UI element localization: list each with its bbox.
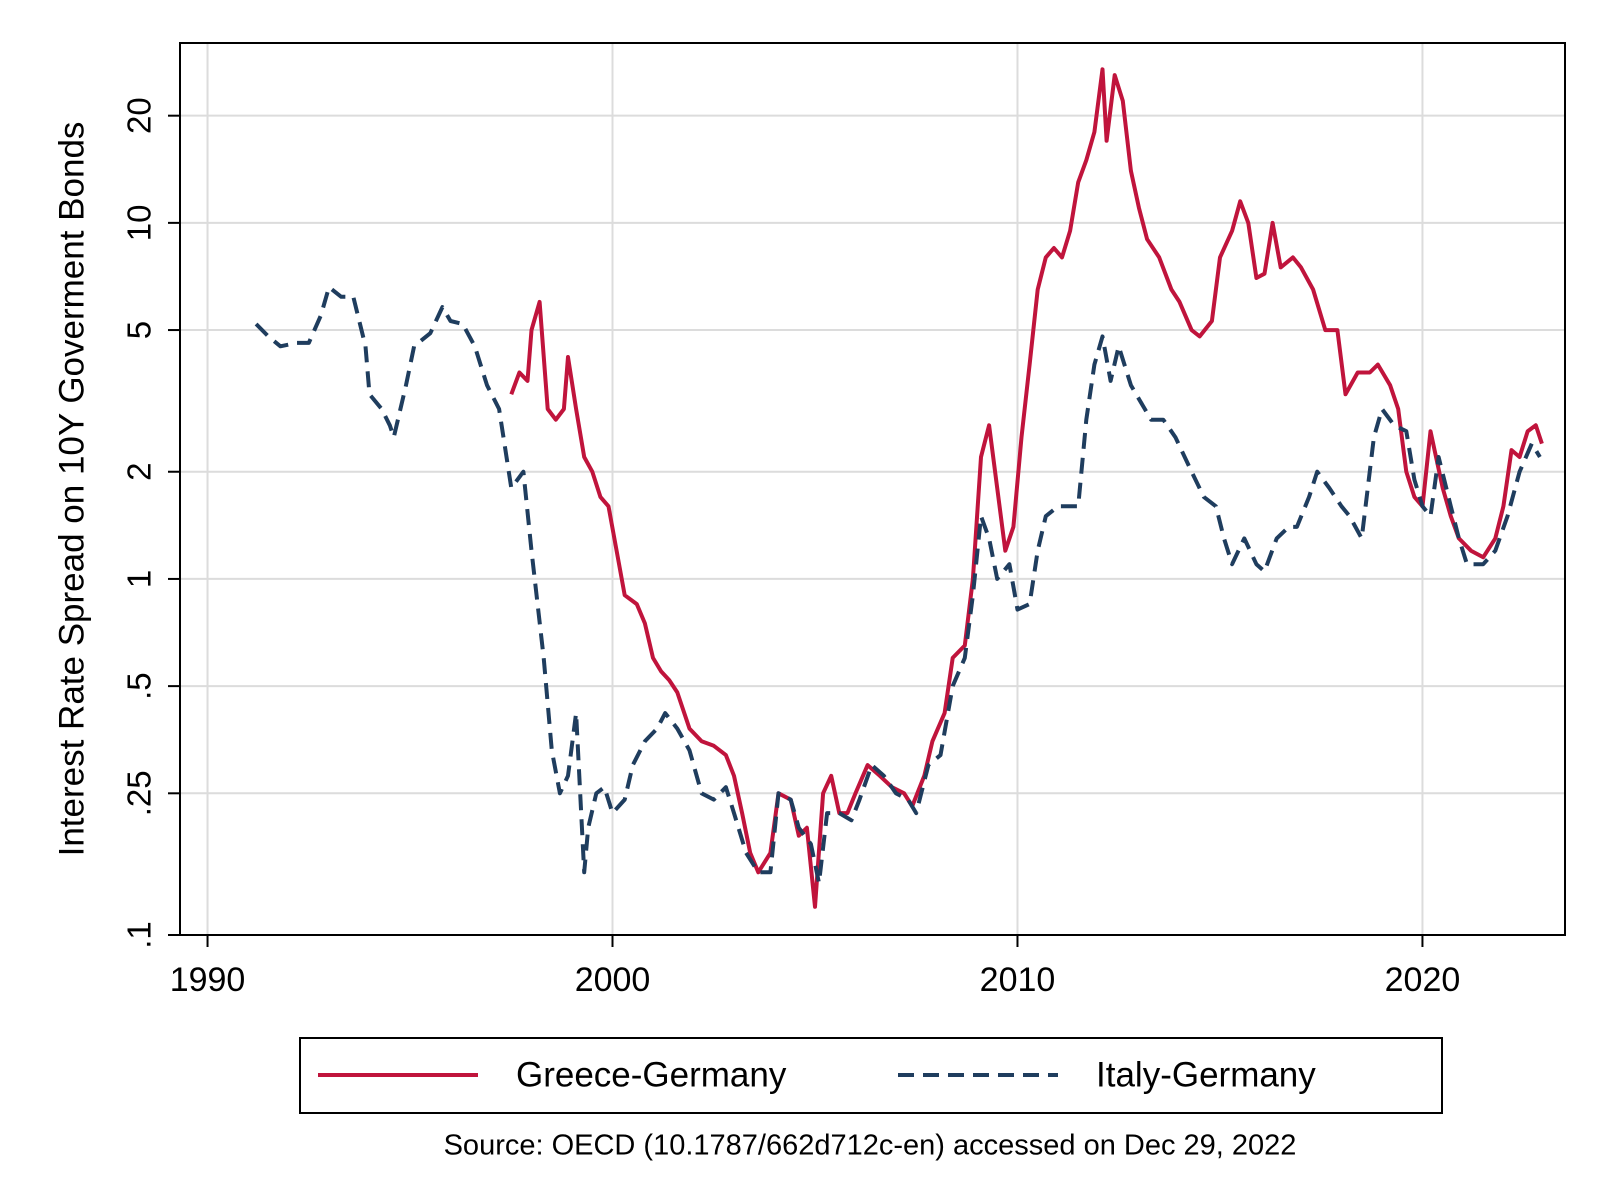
y-tick-label: 1 (121, 570, 158, 588)
x-tick-label: 2000 (575, 961, 651, 999)
x-tick-label: 1990 (170, 961, 246, 999)
y-tick-label: 10 (121, 205, 158, 242)
x-tick-label: 2020 (1385, 961, 1461, 999)
series-line (509, 67, 1544, 909)
series-line (254, 285, 1542, 885)
legend-label: Greece-Germany (516, 1055, 787, 1094)
x-tick-label: 2010 (980, 961, 1056, 999)
y-tick-label: .1 (121, 921, 158, 949)
y-tick-label: .5 (121, 672, 158, 700)
legend-box (299, 1037, 1443, 1114)
plot-frame (179, 42, 1566, 936)
y-tick-label: 20 (121, 97, 158, 134)
y-tick-label: 5 (121, 321, 158, 339)
y-tick-label: 2 (121, 463, 158, 481)
legend-label: Italy-Germany (1096, 1055, 1316, 1094)
source-note: Source: OECD (10.1787/662d712c-en) acces… (444, 1130, 1297, 1162)
y-axis-label: Interest Rate Spread on 10Y Goverment Bo… (52, 122, 91, 857)
y-tick-label: .25 (121, 770, 158, 816)
